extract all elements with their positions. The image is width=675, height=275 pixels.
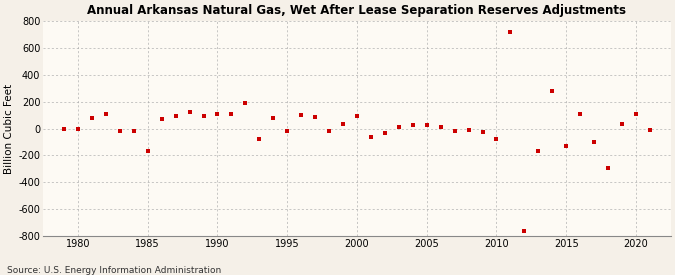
Point xyxy=(589,140,599,144)
Point xyxy=(296,113,306,117)
Point xyxy=(338,122,348,126)
Point xyxy=(533,148,544,153)
Point xyxy=(115,128,126,133)
Point xyxy=(170,114,181,119)
Point xyxy=(184,110,195,115)
Point xyxy=(254,137,265,142)
Point xyxy=(477,130,488,134)
Point xyxy=(616,122,627,126)
Point xyxy=(379,130,390,135)
Point xyxy=(561,144,572,148)
Point xyxy=(324,129,335,133)
Point xyxy=(394,125,404,130)
Point xyxy=(86,116,97,120)
Point xyxy=(408,122,418,127)
Text: Source: U.S. Energy Information Administration: Source: U.S. Energy Information Administ… xyxy=(7,266,221,275)
Point xyxy=(240,101,251,105)
Point xyxy=(450,128,460,133)
Point xyxy=(645,128,655,132)
Point xyxy=(463,128,474,132)
Point xyxy=(101,112,111,117)
Point xyxy=(421,123,432,127)
Point xyxy=(310,115,321,119)
Point xyxy=(128,129,139,133)
Point xyxy=(73,127,84,131)
Point xyxy=(519,229,530,233)
Point xyxy=(198,114,209,118)
Point xyxy=(630,112,641,117)
Point xyxy=(547,89,558,93)
Point xyxy=(603,166,614,170)
Point xyxy=(282,128,293,133)
Point xyxy=(212,112,223,116)
Title: Annual Arkansas Natural Gas, Wet After Lease Separation Reserves Adjustments: Annual Arkansas Natural Gas, Wet After L… xyxy=(88,4,626,17)
Point xyxy=(59,126,70,131)
Point xyxy=(435,125,446,130)
Point xyxy=(505,30,516,34)
Point xyxy=(352,114,362,118)
Point xyxy=(366,134,377,139)
Point xyxy=(268,116,279,120)
Y-axis label: Billion Cubic Feet: Billion Cubic Feet xyxy=(4,84,14,174)
Point xyxy=(491,137,502,142)
Point xyxy=(142,148,153,153)
Point xyxy=(574,112,585,117)
Point xyxy=(157,117,167,121)
Point xyxy=(226,112,237,117)
